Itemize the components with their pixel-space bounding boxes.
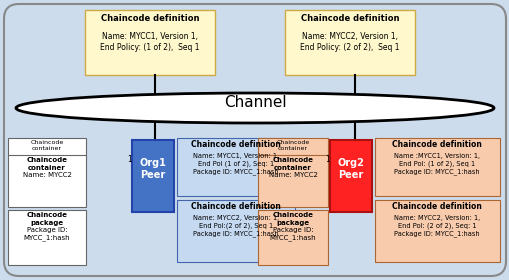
Text: Channel: Channel	[223, 95, 286, 110]
Text: Name: MYCC2, Version 1,
End Policy: (2 of 2),  Seq 1: Name: MYCC2, Version 1, End Policy: (2 o…	[300, 32, 399, 52]
Text: Org2
Peer: Org2 Peer	[337, 158, 364, 180]
Bar	[374, 200, 499, 262]
Ellipse shape	[16, 93, 493, 123]
Text: Chaincode definition: Chaincode definition	[391, 140, 481, 149]
Bar	[85, 10, 215, 75]
Text: 1: 1	[325, 155, 330, 164]
Text: Chaincode
container: Chaincode container	[276, 140, 309, 151]
Text: Chaincode
container: Chaincode container	[26, 157, 67, 171]
Bar	[329, 140, 371, 212]
FancyBboxPatch shape	[4, 4, 505, 276]
Bar	[177, 200, 294, 262]
Bar	[177, 138, 294, 196]
Text: Chaincode definition: Chaincode definition	[191, 202, 280, 211]
Bar	[285, 10, 414, 75]
Bar	[258, 138, 327, 156]
Text: Name: MYCC2: Name: MYCC2	[22, 172, 71, 178]
Text: Chaincode
package: Chaincode package	[272, 212, 313, 225]
Text: Name: MYCC1, Version: 1,
End Pol (1 of 2), Seq: 1
Package ID: MYCC_1:hash: Name: MYCC1, Version: 1, End Pol (1 of 2…	[192, 153, 278, 175]
Text: Name: MYCC2, Version: 1,
End Pol:(2 of 2), Seq 1
Package ID: MYCC_1:hash: Name: MYCC2, Version: 1, End Pol:(2 of 2…	[192, 215, 278, 237]
Text: Org1
Peer: Org1 Peer	[139, 158, 166, 180]
Bar	[8, 210, 86, 265]
Bar	[8, 155, 86, 207]
Text: 1: 1	[127, 155, 132, 164]
Bar	[258, 155, 327, 207]
Text: Chaincode definition: Chaincode definition	[300, 14, 399, 23]
Text: Chaincode
container: Chaincode container	[31, 140, 64, 151]
Text: Package ID:
MYCC_1:hash: Package ID: MYCC_1:hash	[269, 227, 316, 241]
Bar	[258, 210, 327, 265]
Text: Name: MYCC1, Version 1,
End Policy: (1 of 2),  Seq 1: Name: MYCC1, Version 1, End Policy: (1 o…	[100, 32, 200, 52]
Text: Chaincode definition: Chaincode definition	[391, 202, 481, 211]
Text: Chaincode definition: Chaincode definition	[101, 14, 199, 23]
Text: Chaincode definition: Chaincode definition	[191, 140, 280, 149]
Text: Name :MYCC1, Version: 1,
End Pol: (1 of 2), Seq 1
Package ID: MYCC_1:hash: Name :MYCC1, Version: 1, End Pol: (1 of …	[393, 153, 479, 175]
Bar	[132, 140, 174, 212]
Text: Package ID:
MYCC_1:hash: Package ID: MYCC_1:hash	[23, 227, 70, 241]
Text: Name: MYCC2, Version: 1,
End Pol: (2 of 2), Seq: 1
Package ID: MYCC_1:hash: Name: MYCC2, Version: 1, End Pol: (2 of …	[393, 215, 479, 237]
Bar	[374, 138, 499, 196]
Text: Name: MYCC2: Name: MYCC2	[268, 172, 317, 178]
Text: Chaincode
package: Chaincode package	[26, 212, 67, 225]
Bar	[8, 138, 86, 156]
Text: Chaincode
container: Chaincode container	[272, 157, 313, 171]
